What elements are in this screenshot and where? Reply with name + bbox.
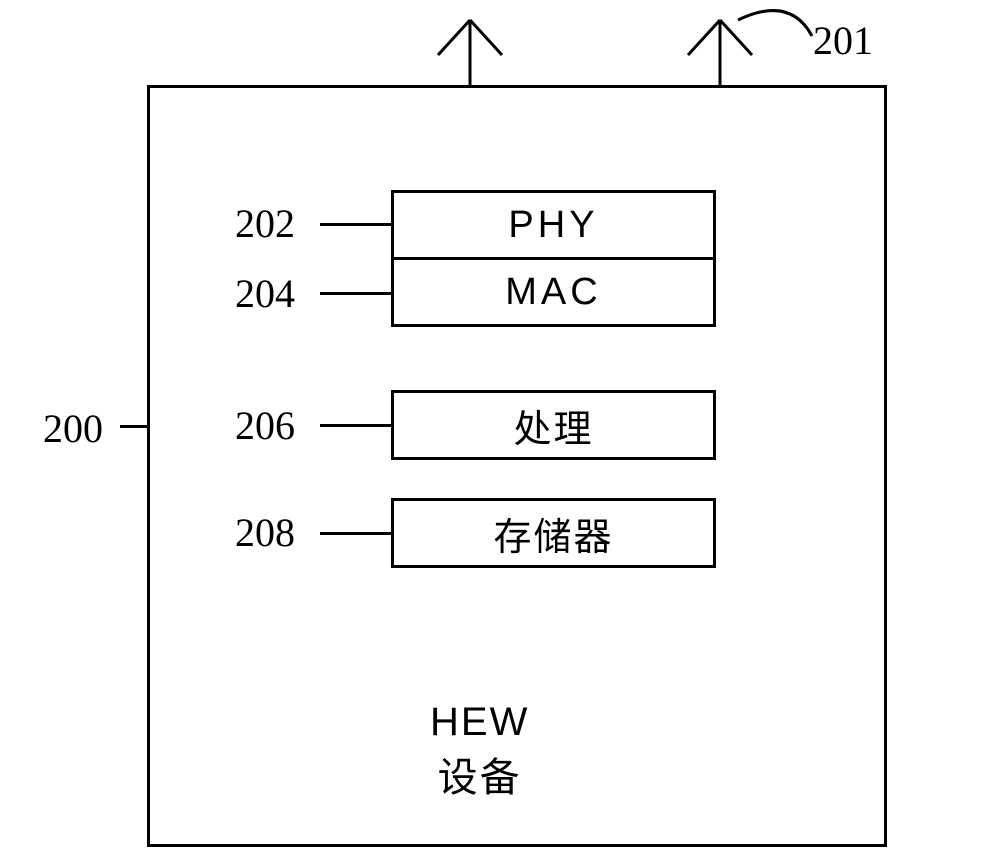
phy-ref-label: 202 <box>235 200 295 247</box>
memory-block: 存储器 <box>391 498 716 568</box>
mac-ref-label: 204 <box>235 270 295 317</box>
memory-leader <box>320 532 391 535</box>
device-ref-label: 200 <box>43 405 103 452</box>
memory-ref-label: 208 <box>235 509 295 556</box>
processing-block: 处理 <box>391 390 716 460</box>
device-ref-leader <box>120 425 147 428</box>
antenna-icon <box>430 5 510 85</box>
mac-leader <box>320 292 391 295</box>
antenna-icon <box>680 5 760 85</box>
phy-label: PHY <box>508 204 598 247</box>
processing-label: 处理 <box>513 398 593 453</box>
phy-leader <box>320 223 391 226</box>
memory-label: 存储器 <box>493 506 613 561</box>
processing-ref-label: 206 <box>235 402 295 449</box>
antenna-ref-label: 201 <box>813 17 873 64</box>
device-label: HEW设备 <box>430 700 529 803</box>
mac-label: MAC <box>505 271 601 314</box>
mac-block: MAC <box>391 257 716 327</box>
processing-leader <box>320 424 391 427</box>
phy-block: PHY <box>391 190 716 260</box>
